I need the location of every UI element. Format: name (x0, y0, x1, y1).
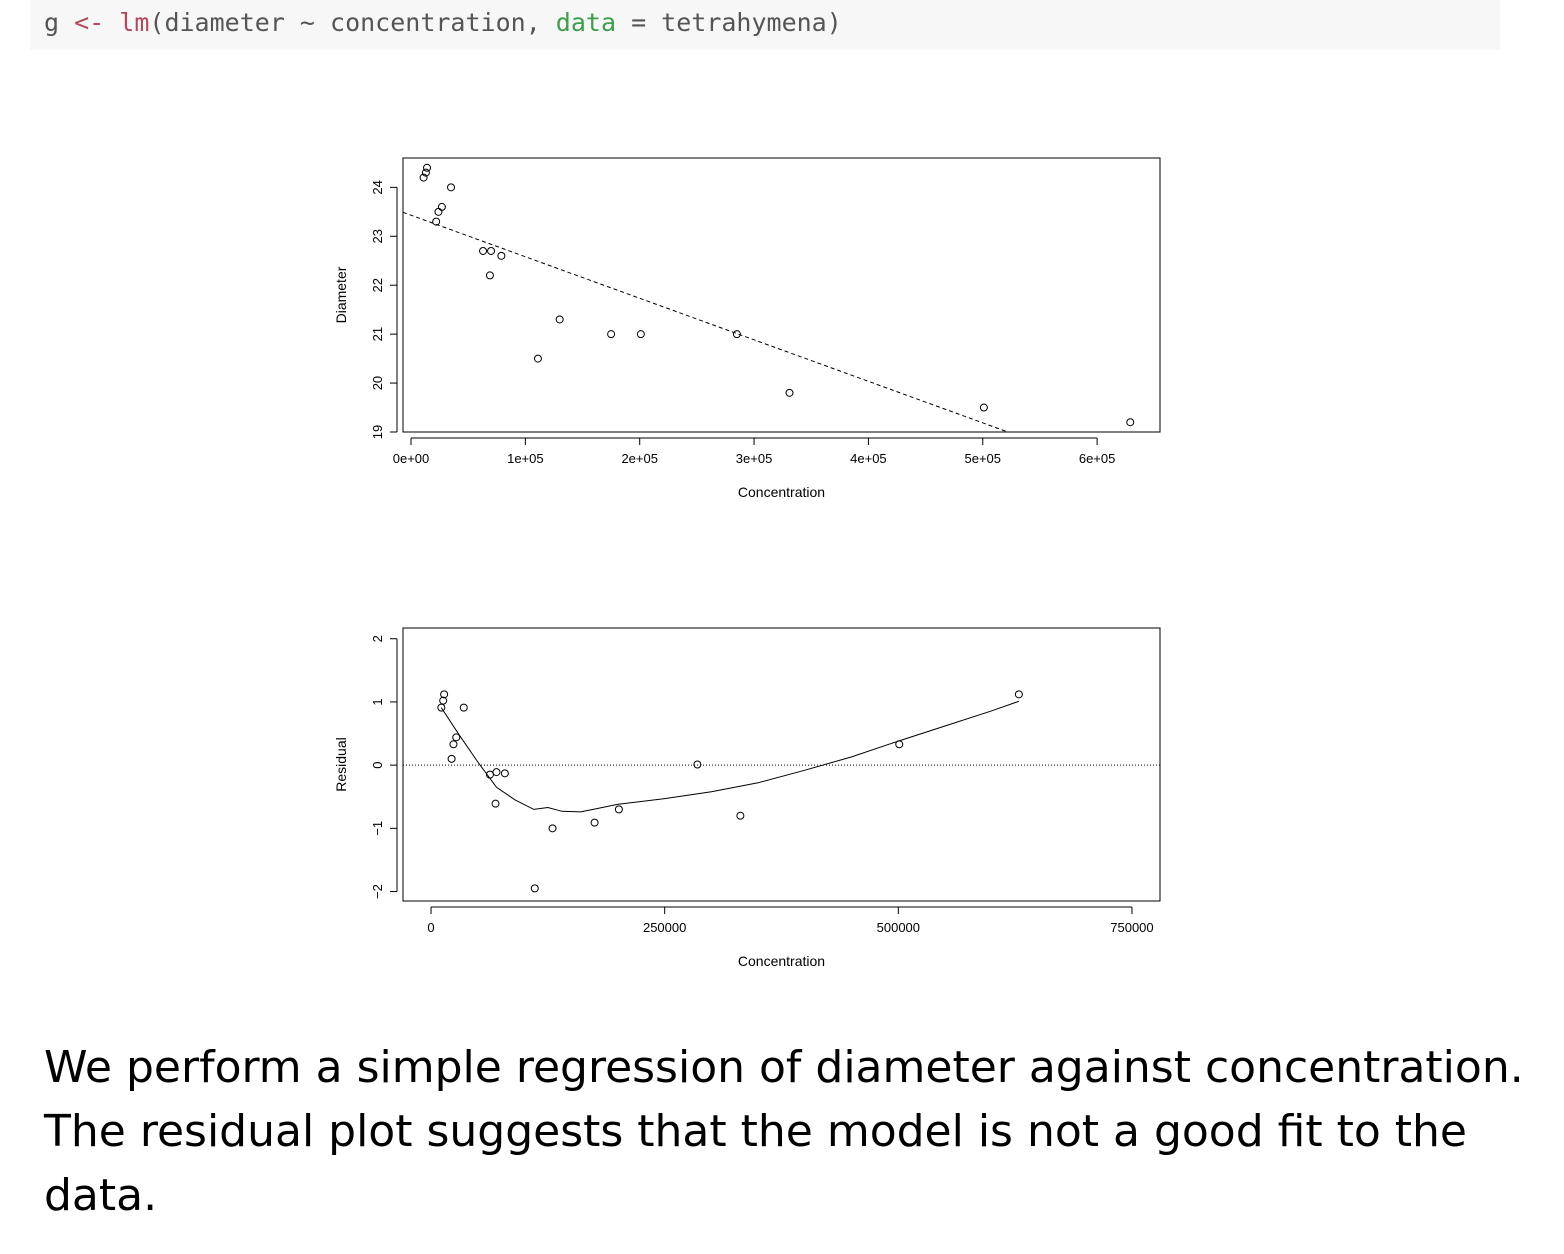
y-axis-label: Residual (333, 737, 349, 791)
data-point (423, 163, 432, 172)
data-point (447, 183, 456, 192)
y-tick-label: 0 (370, 762, 385, 769)
data-point (432, 217, 441, 226)
y-tick-label: 23 (370, 229, 385, 243)
y-axis-label: Diameter (333, 266, 349, 323)
code-arg-name: data (555, 8, 617, 37)
data-point (491, 799, 500, 808)
data-point (447, 754, 456, 763)
data-point (440, 690, 449, 699)
regression-line (402, 211, 1009, 433)
data-point (439, 696, 448, 705)
x-tick-label: 5e+05 (964, 451, 1001, 466)
x-axis-label: Concentration (738, 953, 825, 969)
x-tick-label: 4e+05 (850, 451, 887, 466)
data-point (590, 818, 599, 827)
smooth-curve (440, 700, 1020, 813)
data-point (492, 768, 501, 777)
y-tick-label: 1 (370, 698, 385, 705)
data-point (979, 403, 988, 412)
data-point (533, 354, 542, 363)
y-tick-label: 24 (370, 180, 385, 194)
code-rest: = tetrahymena) (616, 8, 842, 37)
y-tick-label: 2 (370, 635, 385, 642)
data-point (614, 805, 623, 814)
y-tick-label: −1 (370, 821, 385, 836)
x-tick-label: 3e+05 (736, 451, 773, 466)
code-block: g <- lm(diameter ~ concentration, data =… (30, 0, 1500, 50)
data-point (1014, 690, 1023, 699)
y-tick-label: 20 (370, 376, 385, 390)
code-var: g (44, 8, 60, 37)
x-tick-label: 750000 (1110, 920, 1153, 935)
data-point (736, 811, 745, 820)
data-point (732, 330, 741, 339)
plot-frame (402, 627, 1161, 902)
data-point (530, 884, 539, 893)
data-point (487, 246, 496, 255)
data-point (636, 330, 645, 339)
x-tick-label: 0e+00 (393, 451, 430, 466)
x-tick-label: 500000 (877, 920, 920, 935)
x-tick-label: 6e+05 (1079, 451, 1116, 466)
x-axis-label: Concentration (738, 484, 825, 500)
data-point (693, 760, 702, 769)
data-point (479, 246, 488, 255)
explanation-text: We perform a simple regression of diamet… (44, 1042, 1524, 1221)
code-formula: (diameter ~ concentration, (149, 8, 556, 37)
data-point (459, 703, 468, 712)
data-point (485, 271, 494, 280)
diameter-scatter-plot: 0e+00 1e+05 2e+05 3e+05 4e+05 5e+05 6e+05 Conce… (333, 157, 1161, 500)
data-point (419, 173, 428, 182)
data-point (555, 315, 564, 324)
code-function: lm (119, 8, 150, 37)
data-point (497, 251, 506, 260)
y-tick-label: 19 (370, 425, 385, 439)
x-tick-label: 0 (427, 920, 434, 935)
data-point (437, 202, 446, 211)
y-tick-label: −2 (370, 884, 385, 899)
data-point (421, 168, 430, 177)
data-point (895, 740, 904, 749)
x-tick-label: 1e+05 (507, 451, 544, 466)
residual-plot: 0 250000 500000 750000 Concentration −2 −1 0 1 2 R… (333, 627, 1161, 969)
data-point (785, 388, 794, 397)
x-tick-label: 2e+05 (621, 451, 658, 466)
data-point (452, 733, 461, 742)
y-tick-label: 22 (370, 278, 385, 292)
data-point (1126, 418, 1135, 427)
data-point (548, 824, 557, 833)
y-tick-label: 21 (370, 327, 385, 341)
data-point (500, 769, 509, 778)
data-point (607, 330, 616, 339)
code-assign-op: <- (74, 8, 105, 37)
data-point (434, 207, 443, 216)
data-point (449, 740, 458, 749)
x-tick-label: 250000 (643, 920, 686, 935)
plot-frame (402, 157, 1161, 433)
